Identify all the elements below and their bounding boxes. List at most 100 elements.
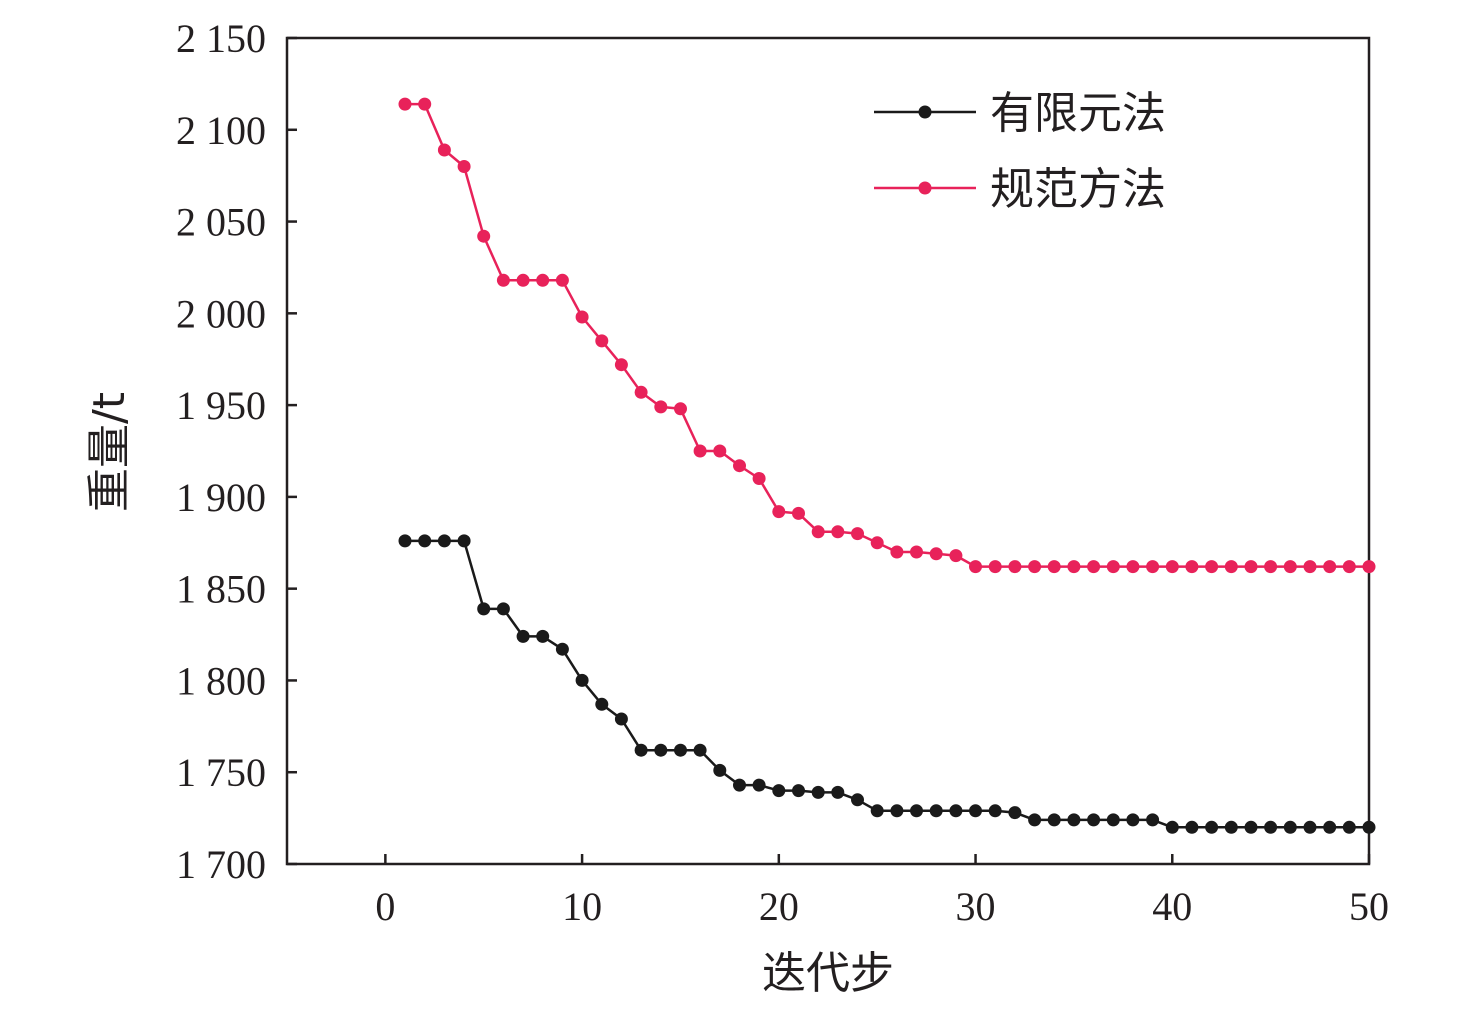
legend-marker	[918, 105, 932, 119]
data-point	[1205, 820, 1219, 834]
data-point	[575, 673, 589, 687]
data-point	[614, 712, 628, 726]
data-point	[1008, 806, 1022, 820]
data-point	[1244, 820, 1258, 834]
data-point	[1047, 560, 1061, 574]
x-tick-label: 0	[375, 884, 395, 929]
data-point	[713, 763, 727, 777]
data-point	[988, 804, 1002, 818]
series-1	[398, 534, 1376, 834]
data-point	[713, 444, 727, 458]
y-axis-title: 重量/t	[84, 392, 135, 512]
data-point	[910, 545, 923, 559]
legend-label: 规范方法	[990, 164, 1166, 215]
data-point	[1028, 813, 1042, 827]
data-point	[1126, 813, 1140, 827]
data-point	[418, 534, 432, 548]
data-point	[792, 784, 805, 798]
data-point	[634, 385, 648, 399]
data-point	[418, 97, 432, 111]
data-point	[851, 793, 864, 807]
data-point	[811, 525, 825, 539]
data-point	[851, 527, 864, 541]
x-tick-label: 30	[956, 884, 996, 929]
data-point	[1303, 560, 1317, 574]
series-line	[405, 539, 1369, 829]
legend-marker	[918, 181, 932, 195]
data-point	[1283, 560, 1297, 574]
data-point	[1067, 560, 1081, 574]
data-point	[988, 560, 1002, 574]
data-point	[1087, 560, 1101, 574]
data-point	[1047, 813, 1061, 827]
y-tick-label: 1 900	[176, 475, 266, 520]
data-point	[477, 602, 491, 616]
x-tick-label: 50	[1349, 884, 1389, 929]
data-point	[949, 549, 963, 563]
data-point	[1067, 813, 1081, 827]
data-point	[1106, 813, 1120, 827]
data-point	[457, 534, 471, 548]
data-point	[674, 402, 687, 416]
data-point	[437, 143, 451, 157]
data-point	[1342, 820, 1356, 834]
data-point	[1224, 820, 1238, 834]
series-layer	[398, 97, 1376, 834]
x-tick-label: 20	[759, 884, 799, 929]
data-point	[969, 804, 982, 818]
data-point	[477, 229, 491, 243]
data-point	[1264, 560, 1278, 574]
data-point	[1342, 560, 1356, 574]
data-point	[811, 785, 825, 799]
data-point	[634, 743, 648, 757]
data-point	[1362, 560, 1376, 574]
data-point	[733, 778, 746, 792]
y-tick-label: 1 750	[176, 750, 266, 795]
y-tick-label: 2 050	[176, 200, 266, 245]
data-point	[1205, 560, 1219, 574]
data-point	[516, 629, 530, 643]
data-point	[693, 743, 707, 757]
x-axis-title: 迭代步	[762, 948, 894, 999]
data-point	[1146, 560, 1160, 574]
data-point	[654, 743, 668, 757]
plot-frame	[285, 36, 1371, 866]
series-line	[405, 102, 1369, 568]
data-point	[437, 534, 451, 548]
data-point	[733, 459, 746, 473]
data-point	[674, 743, 687, 757]
data-point	[496, 273, 510, 287]
data-point	[536, 629, 550, 643]
data-point	[910, 804, 923, 818]
data-point	[693, 444, 707, 458]
data-point	[536, 273, 550, 287]
data-point	[870, 804, 884, 818]
data-point	[1362, 820, 1376, 834]
y-tick-label: 1 850	[176, 567, 266, 612]
data-point	[516, 273, 530, 287]
x-axis: 0 10 20 30 40 50	[375, 854, 1389, 929]
data-point	[398, 97, 412, 111]
data-point	[614, 358, 628, 372]
data-point	[752, 778, 766, 792]
y-axis: 1 700 1 750 1 800 1 850 1 900 1 950 2 000 2 050…	[176, 16, 297, 887]
data-point	[772, 505, 786, 519]
data-point	[831, 525, 845, 539]
y-tick-label: 1 950	[176, 383, 266, 428]
data-point	[792, 506, 805, 520]
data-point	[1185, 560, 1199, 574]
y-tick-label: 2 150	[176, 16, 266, 61]
data-point	[1146, 813, 1160, 827]
data-point	[929, 804, 943, 818]
data-point	[890, 545, 904, 559]
data-point	[831, 785, 845, 799]
data-point	[496, 602, 510, 616]
y-tick-label: 1 800	[176, 658, 266, 703]
data-point	[1323, 560, 1337, 574]
data-point	[772, 784, 786, 798]
data-point	[870, 536, 884, 550]
data-point	[1028, 560, 1042, 574]
data-point	[1264, 820, 1278, 834]
